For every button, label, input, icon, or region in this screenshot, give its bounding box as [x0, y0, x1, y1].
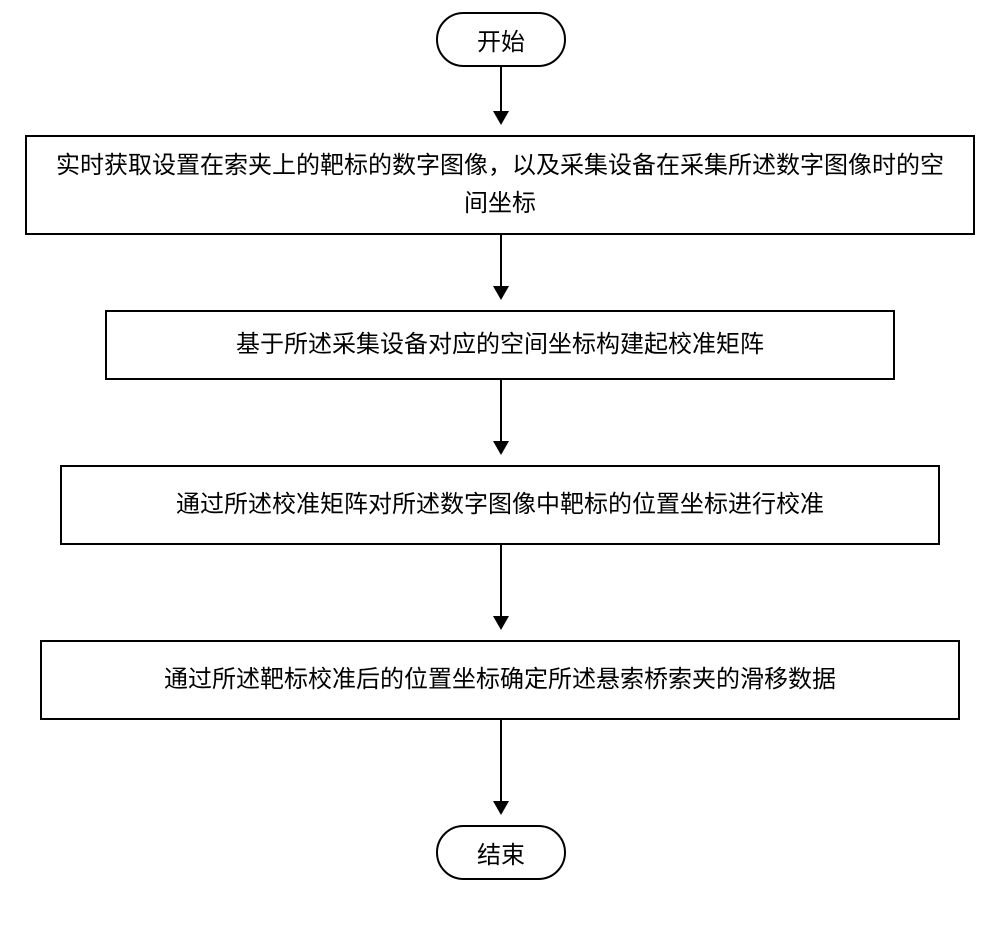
arrow-step2-step3	[500, 380, 502, 453]
step1-label: 实时获取设置在索夹上的靶标的数字图像，以及采集设备在采集所述数字图像时的空间坐标	[47, 147, 953, 224]
end-label: 结束	[477, 835, 525, 870]
arrow-step4-end	[500, 720, 502, 813]
start-label: 开始	[477, 22, 525, 57]
step4-node: 通过所述靶标校准后的位置坐标确定所述悬索桥索夹的滑移数据	[40, 640, 960, 720]
step2-node: 基于所述采集设备对应的空间坐标构建起校准矩阵	[105, 310, 895, 380]
step3-node: 通过所述校准矩阵对所述数字图像中靶标的位置坐标进行校准	[60, 465, 940, 545]
end-node: 结束	[436, 825, 566, 880]
arrow-start-step1	[500, 67, 502, 123]
arrow-step3-step4	[500, 545, 502, 628]
step4-label: 通过所述靶标校准后的位置坐标确定所述悬索桥索夹的滑移数据	[164, 661, 836, 699]
step3-label: 通过所述校准矩阵对所述数字图像中靶标的位置坐标进行校准	[176, 486, 824, 524]
start-node: 开始	[436, 12, 566, 67]
step1-node: 实时获取设置在索夹上的靶标的数字图像，以及采集设备在采集所述数字图像时的空间坐标	[25, 135, 975, 235]
step2-label: 基于所述采集设备对应的空间坐标构建起校准矩阵	[236, 326, 764, 364]
arrow-step1-step2	[500, 235, 502, 298]
flowchart-container: 开始 实时获取设置在索夹上的靶标的数字图像，以及采集设备在采集所述数字图像时的空…	[0, 0, 1000, 938]
